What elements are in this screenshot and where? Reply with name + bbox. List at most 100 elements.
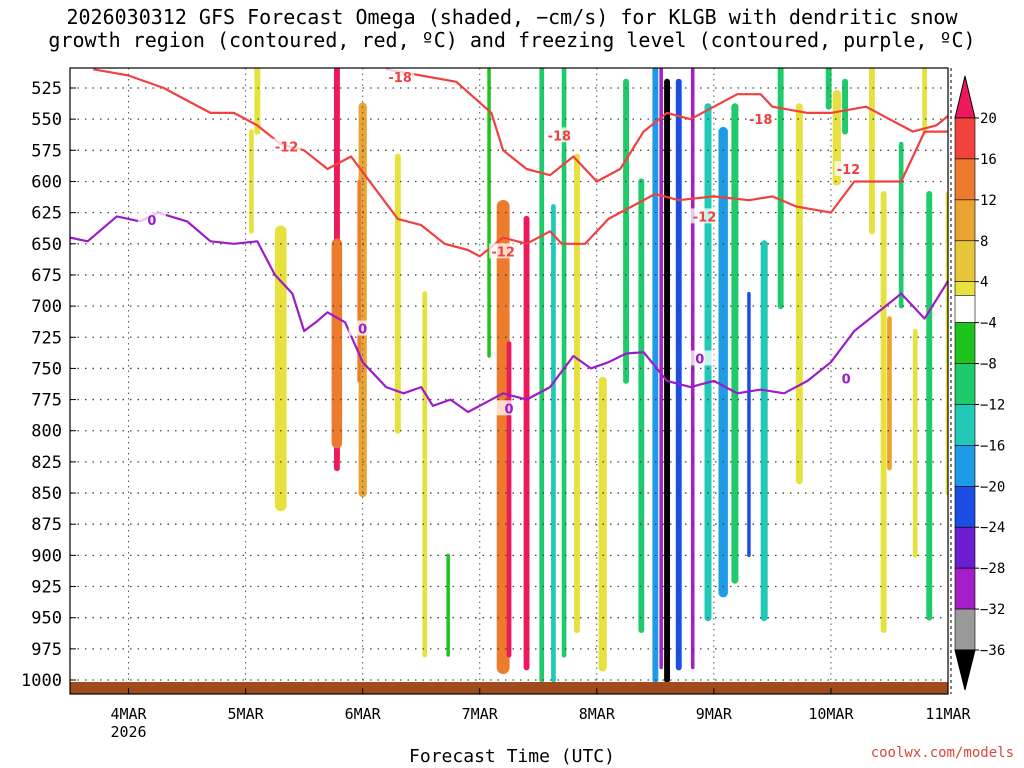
y-tick-label: 625 xyxy=(31,204,62,224)
title-line-1: 2026030312 GFS Forecast Omega (shaded, −… xyxy=(66,5,958,29)
colorbar-label: 12 xyxy=(980,193,997,209)
x-tick-label: 10MAR xyxy=(808,705,854,723)
omega-cell xyxy=(551,204,556,682)
omega-cell xyxy=(394,153,401,434)
omega-cell xyxy=(446,553,450,657)
colorbar-swatch xyxy=(954,117,976,160)
colorbar-swatch xyxy=(954,404,976,446)
colorbar-label: −20 xyxy=(980,479,1005,495)
y-tick-label: 575 xyxy=(31,141,62,161)
grid-lines xyxy=(70,68,948,682)
omega-cell xyxy=(760,240,768,622)
terrain-band xyxy=(70,682,948,694)
y-tick-label: 900 xyxy=(31,546,62,566)
colorbar-swatch xyxy=(954,281,976,296)
omega-shading xyxy=(249,68,1003,682)
colorbar-swatch xyxy=(954,240,976,282)
omega-cell xyxy=(777,68,784,310)
plot-frame xyxy=(69,67,949,695)
colorbar-swatch xyxy=(954,486,976,528)
omega-cell xyxy=(718,126,728,598)
omega-cell xyxy=(254,68,261,135)
y-tick-label: 600 xyxy=(31,172,62,192)
freezing-contour-label: 0 xyxy=(147,214,156,229)
freezing-contour-label: 0 xyxy=(842,372,851,387)
omega-cell xyxy=(747,291,751,558)
colorbar-label: −16 xyxy=(980,438,1005,454)
omega-cell xyxy=(506,341,512,658)
colorbar-swatch xyxy=(954,567,976,610)
colorbar-label: −24 xyxy=(980,520,1005,536)
omega-cell xyxy=(898,141,904,309)
y-tick-label: 650 xyxy=(31,235,62,255)
x-tick-sublabel: 2026 xyxy=(110,723,146,741)
x-tick-label: 9MAR xyxy=(696,705,733,723)
colorbar-swatch xyxy=(954,363,976,405)
x-tick-label: 7MAR xyxy=(462,705,499,723)
omega-cell xyxy=(659,68,663,670)
y-tick-label: 700 xyxy=(31,297,62,317)
omega-cell xyxy=(638,178,645,633)
x-tick-label: 11MAR xyxy=(925,705,971,723)
colorbar-label: −32 xyxy=(980,602,1005,618)
chart-title: 2026030312 GFS Forecast Omega (shaded, −… xyxy=(0,6,1024,52)
x-tick-label: 4MAR xyxy=(110,705,147,723)
y-tick-label: 850 xyxy=(31,484,62,504)
colorbar-label: −8 xyxy=(980,357,997,373)
colorbar-swatch xyxy=(954,322,976,364)
y-tick-label: 525 xyxy=(31,79,62,99)
x-tick-label: 8MAR xyxy=(579,705,616,723)
y-tick-label: 725 xyxy=(31,328,62,348)
omega-cell xyxy=(539,68,545,682)
freezing-level-contour xyxy=(70,211,948,414)
colorbar-label: 8 xyxy=(980,234,988,250)
y-tick-label: 550 xyxy=(31,110,62,130)
y-tick-label: 875 xyxy=(31,515,62,535)
y-tick-label: 825 xyxy=(31,453,62,473)
colorbar-top-arrow xyxy=(954,75,976,119)
x-axis-title: Forecast Time (UTC) xyxy=(409,746,615,767)
omega-cell xyxy=(422,291,428,658)
freezing-contour-label: 0 xyxy=(358,323,367,338)
colorbar-label: −36 xyxy=(980,643,1005,659)
omega-cell xyxy=(880,191,887,634)
dgz-warm-contour-label: -12 xyxy=(275,141,299,156)
omega-cell xyxy=(731,103,739,584)
freezing-level-contour-line xyxy=(70,211,948,414)
y-tick-label: 1000 xyxy=(21,671,62,691)
omega-cell xyxy=(675,78,682,671)
omega-cell xyxy=(887,316,892,471)
y-tick-label: 975 xyxy=(31,640,62,660)
dgz-warm-contour-label: -12 xyxy=(693,210,717,225)
dgz-warm-contour-label: -12 xyxy=(837,163,861,178)
title-line-2: growth region (contoured, red, ºC) and f… xyxy=(48,28,976,52)
colorbar-swatch xyxy=(954,295,976,323)
y-tick-label: 775 xyxy=(31,391,62,411)
dgz-cold-contour-label: -18 xyxy=(388,71,412,86)
omega-cell xyxy=(999,230,1003,383)
dgz-cold-contour xyxy=(385,68,948,183)
omega-cell xyxy=(561,68,567,658)
colorbar-label: −28 xyxy=(980,561,1005,577)
colorbar-swatch xyxy=(954,445,976,487)
dgz-cold-contour-label: -18 xyxy=(548,129,572,144)
dgz-cold-contour-line xyxy=(385,68,948,183)
dgz-cold-contour-label: -18 xyxy=(749,113,773,128)
omega-cell xyxy=(523,215,530,671)
omega-cell xyxy=(487,68,491,358)
x-tick-label: 5MAR xyxy=(228,705,265,723)
colorbar-label: 16 xyxy=(980,152,997,168)
dgz-warm-contour xyxy=(93,68,948,258)
colorbar: 20 16 12 8 4 −4 −8 −12 −16 −20 −24 −28 −32 −36 xyxy=(954,75,1005,691)
y-tick-label: 750 xyxy=(31,359,62,379)
freezing-contour-label: 0 xyxy=(695,352,704,367)
omega-cell xyxy=(869,68,875,235)
colorbar-label: 20 xyxy=(980,111,997,127)
colorbar-swatch xyxy=(954,526,976,569)
colorbar-label: 4 xyxy=(980,275,988,291)
omega-cell xyxy=(912,328,918,558)
omega-cell xyxy=(623,78,629,384)
colorbar-swatch xyxy=(954,199,976,242)
omega-cell xyxy=(574,153,580,634)
